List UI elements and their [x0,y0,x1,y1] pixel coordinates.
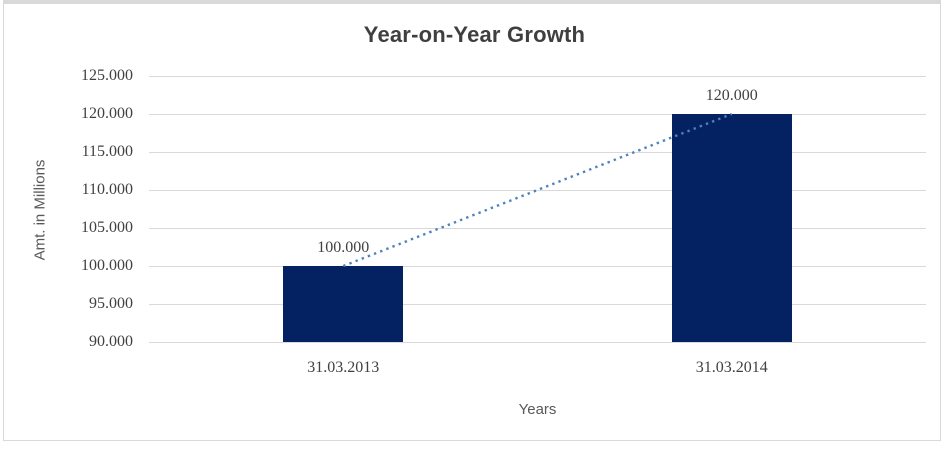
y-tick-label: 100.000 [81,257,133,274]
chart-title: Year-on-Year Growth [363,22,586,47]
x-axis-title: Years [518,401,557,418]
bar-value-label: 120.000 [705,87,758,104]
x-tick-label: 31.03.2013 [307,359,380,376]
gridline [149,114,926,115]
y-axis-tick-labels: 90.000 95.000 100.000 105.000 110.000 115.000… [0,67,133,350]
y-tick-label: 120.000 [81,105,133,122]
gridline [149,342,926,343]
y-tick-label: 110.000 [81,181,133,198]
gridline [149,152,926,153]
y-tick-label: 125.000 [81,67,133,84]
gridline [149,76,926,77]
y-tick-label: 105.000 [81,219,133,236]
bar [283,266,404,342]
plot-area: 100.000 120.000 [149,76,926,343]
y-tick-label: 90.000 [89,333,133,350]
x-tick-label: 31.03.2014 [695,359,768,376]
gridline [149,190,926,191]
bar-value-label: 100.000 [317,239,370,256]
trendline [342,112,733,268]
gridline [149,304,926,305]
y-tick-label: 95.000 [89,295,133,312]
x-axis-tick-labels: 31.03.2013 31.03.2014 [149,359,926,381]
gridline [149,266,926,267]
bar [671,114,792,342]
y-tick-label: 115.000 [81,143,133,160]
gridline [149,228,926,229]
